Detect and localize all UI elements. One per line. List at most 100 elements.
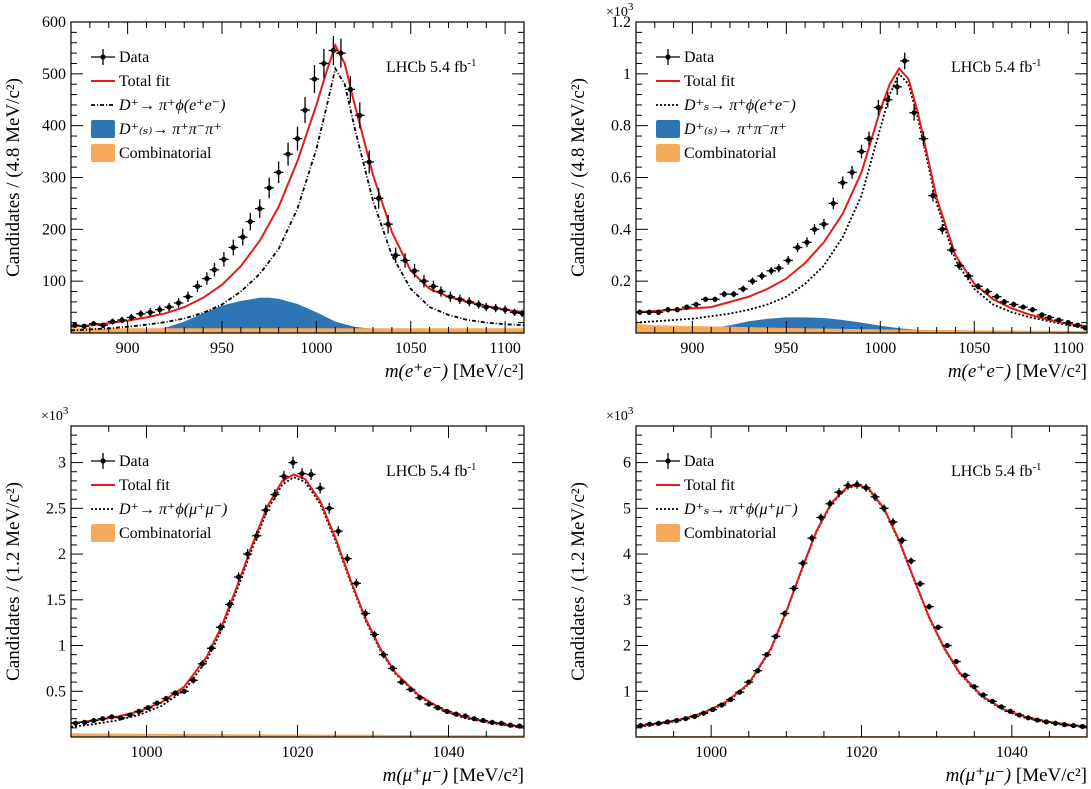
data-point-marker <box>917 581 923 587</box>
data-point-marker <box>466 299 472 305</box>
legend-label: D⁺₍ₛ₎→ π⁺π⁻π⁺ <box>683 121 787 138</box>
data-point-marker <box>366 159 372 165</box>
data-point-marker <box>821 221 827 227</box>
y-tick-label: 0.5 <box>46 683 66 700</box>
data-point <box>942 642 952 649</box>
data-point <box>238 228 248 246</box>
data-point-marker <box>926 604 932 610</box>
legend-item-total: Total fit <box>656 477 735 494</box>
x-tick-label: 1000 <box>695 744 727 761</box>
data-point <box>999 299 1010 305</box>
data-point-marker <box>1011 301 1017 308</box>
legend-label: Data <box>119 453 149 470</box>
data-point <box>897 536 907 544</box>
data-point <box>892 78 902 95</box>
data-point <box>915 580 925 587</box>
data-point-marker <box>421 278 427 284</box>
data-point <box>460 713 470 719</box>
data-point-marker <box>408 686 414 693</box>
y-tick-label: 0.8 <box>611 118 631 135</box>
data-point <box>202 272 212 285</box>
data-point-marker <box>935 624 941 630</box>
y-multiplier-exponent: 3 <box>628 405 634 417</box>
data-point <box>328 35 339 66</box>
data-point <box>864 131 874 146</box>
data-point <box>336 38 346 68</box>
y-tick-label: 2.5 <box>46 500 66 517</box>
data-point-marker <box>1034 717 1040 723</box>
data-point-marker <box>863 485 869 491</box>
lhcb-tag-text: LHCb 5.4 fb <box>951 59 1032 76</box>
y-multiplier-base: ×10 <box>606 409 628 424</box>
data-point-marker <box>118 715 124 721</box>
data-point <box>729 291 739 298</box>
y-tick-label: 1 <box>623 66 631 83</box>
data-point <box>963 272 974 280</box>
data-point-marker <box>127 712 133 718</box>
data-point <box>1072 322 1083 328</box>
data-point <box>79 323 89 329</box>
data-point-marker <box>254 533 260 539</box>
data-point <box>154 305 165 314</box>
data-point-marker <box>956 263 962 269</box>
data-point <box>490 303 501 313</box>
data-point-marker <box>665 307 671 313</box>
x-tick-label: 950 <box>210 340 234 357</box>
data-point <box>306 468 316 480</box>
legend: Data Total fit D⁺ₛ→ π⁺ϕ(μ⁺μ⁻) Combinatorial <box>656 453 798 542</box>
data-point-marker <box>81 323 87 329</box>
data-point <box>700 296 711 302</box>
legend-item-total: Total fit <box>91 477 170 494</box>
x-tick-label: 1020 <box>282 744 314 761</box>
data-point <box>753 668 763 674</box>
data-point-marker <box>221 256 227 262</box>
data-point-marker <box>1020 304 1026 310</box>
legend-label: Total fit <box>119 477 170 494</box>
data-point-marker <box>211 267 218 273</box>
data-point <box>433 705 443 711</box>
data-point <box>436 286 446 297</box>
y-tick-label: 3 <box>623 592 631 609</box>
data-point-marker <box>854 481 860 488</box>
lhcb-tag-exponent: -1 <box>1032 57 1041 69</box>
data-point-marker <box>646 721 653 727</box>
x-tick-label: 1000 <box>300 340 332 357</box>
data-point <box>145 308 155 317</box>
data-point <box>473 300 484 309</box>
data-point <box>682 304 692 310</box>
data-point <box>206 644 216 652</box>
legend: Data Total fit D⁺ₛ→ π⁺ϕ(e⁺e⁻) D⁺₍ₛ₎→ π⁺π⁻π⁺… <box>656 49 796 162</box>
data-point <box>107 318 118 325</box>
data-point-marker <box>674 307 680 313</box>
data-point-marker <box>185 294 191 300</box>
data-point <box>243 549 253 560</box>
lhcb-tag-exponent: -1 <box>467 57 476 69</box>
data-point <box>654 720 664 726</box>
data-point-marker <box>975 283 981 289</box>
signal-component-line <box>636 72 1087 329</box>
data-point <box>861 483 871 492</box>
data-point-marker <box>338 50 344 56</box>
data-point <box>738 285 748 293</box>
data-point <box>1068 722 1078 729</box>
y-axis-label: Candidates / (1.2 MeV/c²) <box>568 482 589 681</box>
legend-label: Combinatorial <box>684 145 777 162</box>
data-point-marker <box>263 507 269 513</box>
data-point-marker <box>204 275 210 282</box>
data-point <box>828 197 839 210</box>
data-point <box>442 708 452 714</box>
data-point-marker <box>811 226 818 232</box>
data-point <box>681 716 691 722</box>
data-point-marker <box>845 482 851 489</box>
data-point-marker <box>740 286 746 292</box>
legend-label: Total fit <box>119 73 170 90</box>
data-point <box>197 660 207 668</box>
data-point-marker <box>1016 712 1022 718</box>
y-axis-label: Candidates / (1.2 MeV/c²) <box>3 482 24 681</box>
data-point <box>136 310 146 318</box>
data-point-marker <box>962 672 968 678</box>
data-point <box>807 534 817 542</box>
data-point-marker <box>1029 307 1036 313</box>
y-tick-label: 0.4 <box>611 221 631 238</box>
